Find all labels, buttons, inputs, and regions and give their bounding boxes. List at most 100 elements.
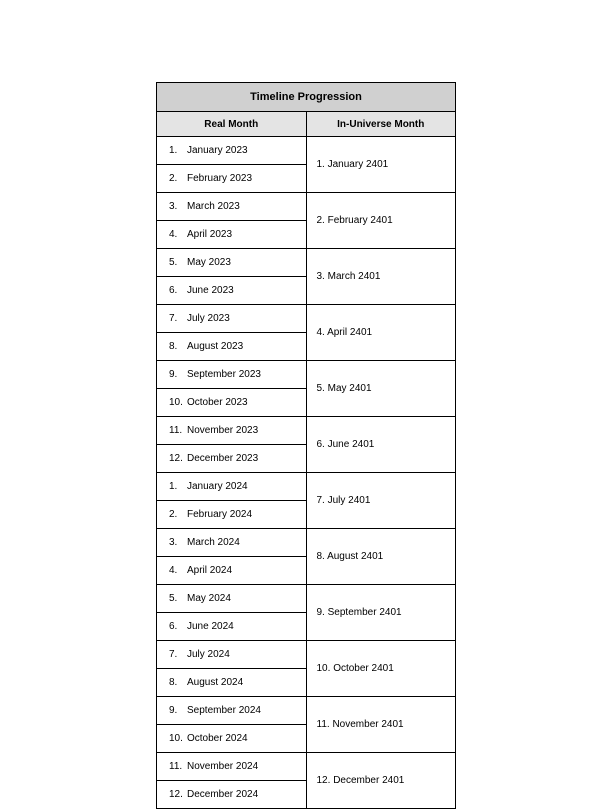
iu-num: 10. bbox=[317, 663, 331, 674]
real-label: December 2024 bbox=[187, 789, 258, 800]
real-month-cell: 5.May 2024 bbox=[157, 585, 307, 613]
iu-label: March 2401 bbox=[328, 271, 381, 282]
real-num: 8. bbox=[169, 677, 187, 688]
real-month-cell: 11.November 2023 bbox=[157, 417, 307, 445]
iu-label: October 2401 bbox=[333, 663, 394, 674]
real-label: September 2024 bbox=[187, 705, 261, 716]
iu-num: 8. bbox=[317, 551, 325, 562]
iu-num: 12. bbox=[317, 775, 331, 786]
table-row: 11.November 2024 12. December 2401 bbox=[157, 753, 456, 781]
real-label: January 2024 bbox=[187, 481, 248, 492]
iu-month-cell: 7. July 2401 bbox=[306, 473, 456, 529]
real-num: 3. bbox=[169, 201, 187, 212]
real-num: 10. bbox=[169, 733, 187, 744]
table-row: 3.March 2023 2. February 2401 bbox=[157, 193, 456, 221]
real-month-cell: 9.September 2024 bbox=[157, 697, 307, 725]
real-label: May 2023 bbox=[187, 257, 231, 268]
column-header-iu: In-Universe Month bbox=[306, 112, 456, 137]
real-label: June 2023 bbox=[187, 285, 234, 296]
real-num: 12. bbox=[169, 789, 187, 800]
table-body: 1.January 2023 1. January 2401 2.Februar… bbox=[157, 137, 456, 809]
real-label: October 2023 bbox=[187, 397, 248, 408]
iu-month-cell: 9. September 2401 bbox=[306, 585, 456, 641]
real-month-cell: 6.June 2023 bbox=[157, 277, 307, 305]
real-label: February 2023 bbox=[187, 173, 252, 184]
real-label: November 2024 bbox=[187, 761, 258, 772]
iu-label: April 2401 bbox=[327, 327, 372, 338]
real-num: 11. bbox=[169, 425, 187, 436]
real-num: 10. bbox=[169, 397, 187, 408]
real-num: 12. bbox=[169, 453, 187, 464]
real-label: February 2024 bbox=[187, 509, 252, 520]
iu-month-cell: 2. February 2401 bbox=[306, 193, 456, 249]
real-num: 6. bbox=[169, 621, 187, 632]
real-num: 8. bbox=[169, 341, 187, 352]
real-month-cell: 5.May 2023 bbox=[157, 249, 307, 277]
real-num: 7. bbox=[169, 649, 187, 660]
table-row: 11.November 2023 6. June 2401 bbox=[157, 417, 456, 445]
real-label: December 2023 bbox=[187, 453, 258, 464]
timeline-table-container: Timeline Progression Real Month In-Unive… bbox=[156, 82, 456, 809]
real-label: January 2023 bbox=[187, 145, 248, 156]
iu-month-cell: 3. March 2401 bbox=[306, 249, 456, 305]
iu-month-cell: 1. January 2401 bbox=[306, 137, 456, 193]
real-month-cell: 6.June 2024 bbox=[157, 613, 307, 641]
iu-label: December 2401 bbox=[333, 775, 404, 786]
real-month-cell: 4.April 2023 bbox=[157, 221, 307, 249]
real-month-cell: 10.October 2024 bbox=[157, 725, 307, 753]
real-label: October 2024 bbox=[187, 733, 248, 744]
real-label: March 2024 bbox=[187, 537, 240, 548]
real-month-cell: 7.July 2024 bbox=[157, 641, 307, 669]
real-num: 2. bbox=[169, 509, 187, 520]
real-label: April 2023 bbox=[187, 229, 232, 240]
real-month-cell: 9.September 2023 bbox=[157, 361, 307, 389]
table-row: 9.September 2024 11. November 2401 bbox=[157, 697, 456, 725]
real-label: March 2023 bbox=[187, 201, 240, 212]
real-month-cell: 12.December 2023 bbox=[157, 445, 307, 473]
column-header-real: Real Month bbox=[157, 112, 307, 137]
iu-num: 3. bbox=[317, 271, 325, 282]
iu-label: November 2401 bbox=[332, 719, 403, 730]
real-label: November 2023 bbox=[187, 425, 258, 436]
iu-label: January 2401 bbox=[328, 159, 389, 170]
real-num: 5. bbox=[169, 593, 187, 604]
iu-label: September 2401 bbox=[328, 607, 402, 618]
real-label: April 2024 bbox=[187, 565, 232, 576]
iu-label: February 2401 bbox=[328, 215, 393, 226]
iu-label: August 2401 bbox=[327, 551, 383, 562]
table-row: 9.September 2023 5. May 2401 bbox=[157, 361, 456, 389]
real-label: August 2024 bbox=[187, 677, 243, 688]
table-row: 7.July 2023 4. April 2401 bbox=[157, 305, 456, 333]
real-label: June 2024 bbox=[187, 621, 234, 632]
real-month-cell: 4.April 2024 bbox=[157, 557, 307, 585]
real-month-cell: 1.January 2023 bbox=[157, 137, 307, 165]
real-month-cell: 8.August 2023 bbox=[157, 333, 307, 361]
real-month-cell: 10.October 2023 bbox=[157, 389, 307, 417]
real-num: 2. bbox=[169, 173, 187, 184]
real-month-cell: 1.January 2024 bbox=[157, 473, 307, 501]
real-month-cell: 8.August 2024 bbox=[157, 669, 307, 697]
real-num: 9. bbox=[169, 705, 187, 716]
iu-month-cell: 4. April 2401 bbox=[306, 305, 456, 361]
iu-month-cell: 12. December 2401 bbox=[306, 753, 456, 809]
iu-label: May 2401 bbox=[328, 383, 372, 394]
real-num: 7. bbox=[169, 313, 187, 324]
real-num: 3. bbox=[169, 537, 187, 548]
real-num: 5. bbox=[169, 257, 187, 268]
real-num: 1. bbox=[169, 481, 187, 492]
real-num: 6. bbox=[169, 285, 187, 296]
real-num: 4. bbox=[169, 229, 187, 240]
iu-num: 9. bbox=[317, 607, 325, 618]
iu-num: 11. bbox=[317, 719, 330, 730]
table-row: 1.January 2024 7. July 2401 bbox=[157, 473, 456, 501]
real-month-cell: 2.February 2023 bbox=[157, 165, 307, 193]
real-month-cell: 11.November 2024 bbox=[157, 753, 307, 781]
table-row: 3.March 2024 8. August 2401 bbox=[157, 529, 456, 557]
real-month-cell: 2.February 2024 bbox=[157, 501, 307, 529]
table-row: 5.May 2024 9. September 2401 bbox=[157, 585, 456, 613]
iu-num: 5. bbox=[317, 383, 325, 394]
real-month-cell: 3.March 2023 bbox=[157, 193, 307, 221]
iu-month-cell: 8. August 2401 bbox=[306, 529, 456, 585]
iu-num: 2. bbox=[317, 215, 325, 226]
table-title: Timeline Progression bbox=[157, 83, 456, 112]
